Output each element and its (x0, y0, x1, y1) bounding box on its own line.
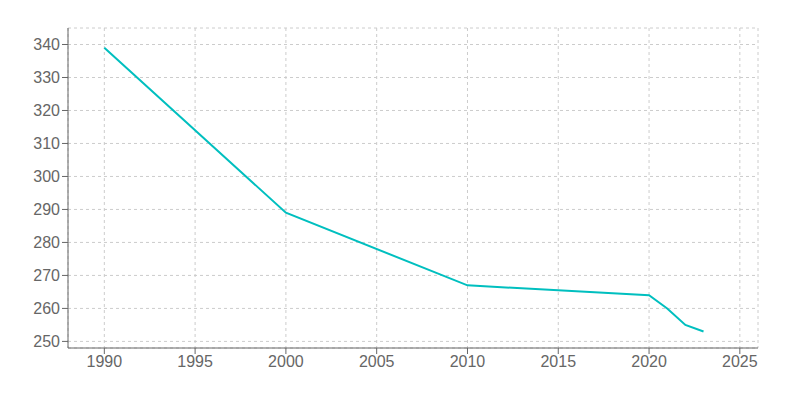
svg-text:2020: 2020 (631, 353, 667, 370)
svg-text:1995: 1995 (177, 353, 213, 370)
svg-text:310: 310 (33, 135, 60, 152)
svg-text:280: 280 (33, 234, 60, 251)
svg-text:290: 290 (33, 201, 60, 218)
svg-text:2010: 2010 (450, 353, 486, 370)
svg-text:270: 270 (33, 267, 60, 284)
svg-text:250: 250 (33, 333, 60, 350)
svg-text:330: 330 (33, 69, 60, 86)
svg-text:2000: 2000 (268, 353, 304, 370)
svg-text:300: 300 (33, 168, 60, 185)
svg-text:1990: 1990 (87, 353, 123, 370)
svg-text:2015: 2015 (540, 353, 576, 370)
svg-text:340: 340 (33, 36, 60, 53)
svg-text:2025: 2025 (722, 353, 758, 370)
svg-text:260: 260 (33, 300, 60, 317)
svg-text:2005: 2005 (359, 353, 395, 370)
svg-text:320: 320 (33, 102, 60, 119)
